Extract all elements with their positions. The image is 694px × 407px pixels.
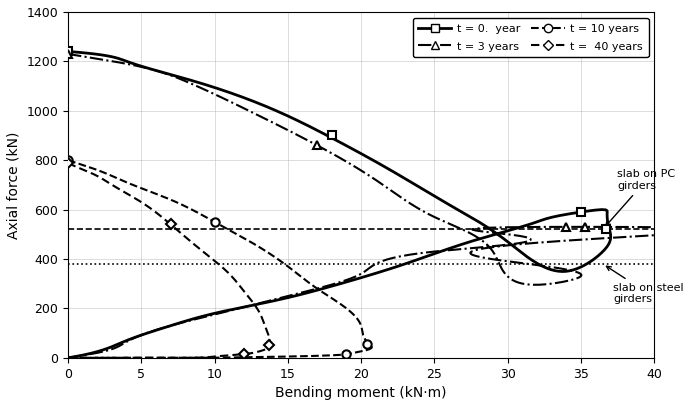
Legend: t = 0.  year, t = 3 years, t = 10 years, t =  40 years: t = 0. year, t = 3 years, t = 10 years, … — [412, 18, 648, 57]
Text: slab on steel
girders: slab on steel girders — [607, 266, 684, 304]
Y-axis label: Axial force (kN): Axial force (kN) — [7, 131, 21, 239]
X-axis label: Bending moment (kN·m): Bending moment (kN·m) — [276, 386, 447, 400]
Text: slab on PC
girders: slab on PC girders — [606, 169, 675, 226]
